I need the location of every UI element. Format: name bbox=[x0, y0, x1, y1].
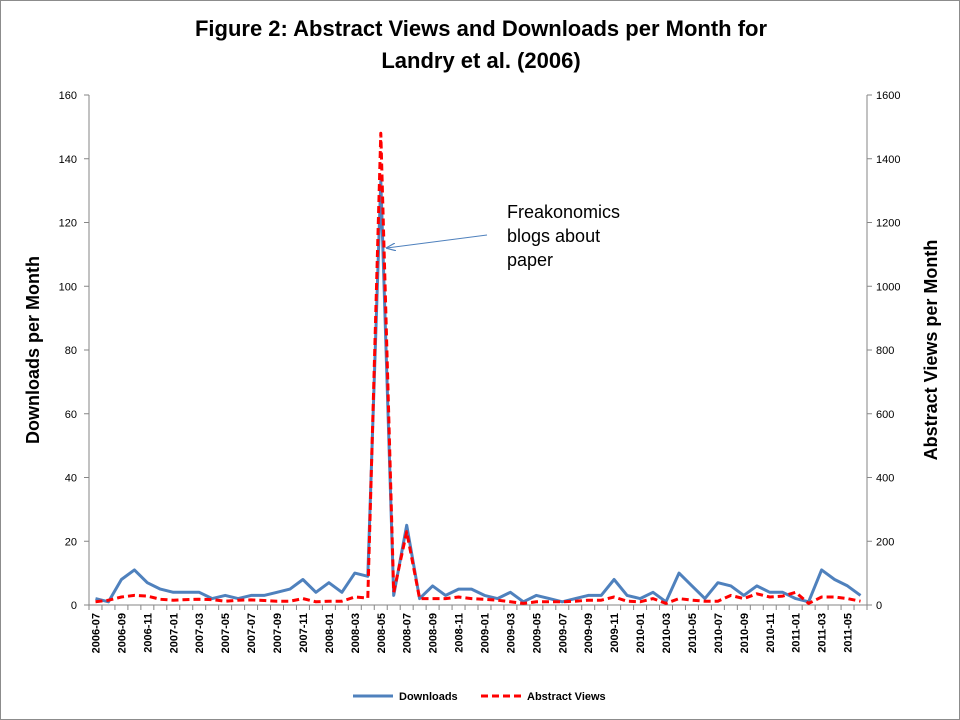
y-tick-label-right: 1400 bbox=[876, 154, 900, 166]
chart-title-line-1: Figure 2: Abstract Views and Downloads p… bbox=[194, 16, 768, 41]
y-tick-label-right: 0 bbox=[876, 600, 882, 612]
x-tick-label: 2010-05 bbox=[687, 613, 699, 653]
x-tick-label: 2010-11 bbox=[765, 613, 777, 653]
x-tick-label: 2011-05 bbox=[843, 613, 855, 653]
x-tick-label: 2009-11 bbox=[609, 613, 621, 653]
y-tick-label-right: 1200 bbox=[876, 218, 900, 230]
chart-title: Figure 2: Abstract Views and Downloads p… bbox=[81, 13, 881, 77]
y-axis-title-left: Downloads per Month bbox=[23, 256, 43, 444]
y-tick-label-left: 0 bbox=[71, 600, 77, 612]
y-tick-label-right: 1600 bbox=[876, 90, 900, 102]
y-tick-label-left: 120 bbox=[59, 218, 77, 230]
x-tick-label: 2006-09 bbox=[116, 613, 128, 653]
x-tick-label: 2010-07 bbox=[713, 613, 725, 653]
y-tick-label-right: 600 bbox=[876, 409, 894, 421]
x-tick-label: 2007-07 bbox=[246, 613, 258, 653]
x-tick-label: 2009-07 bbox=[557, 613, 569, 653]
x-tick-label: 2006-07 bbox=[90, 613, 102, 653]
x-tick-label: 2008-07 bbox=[402, 613, 414, 653]
y-tick-label-right: 400 bbox=[876, 473, 894, 485]
x-tick-label: 2010-03 bbox=[661, 613, 673, 653]
y-tick-label-left: 20 bbox=[65, 536, 77, 548]
annotation-text-line: paper bbox=[507, 250, 553, 270]
x-tick-label: 2006-11 bbox=[142, 613, 154, 653]
x-tick-label: 2007-01 bbox=[168, 613, 180, 653]
series-line-abstract-views bbox=[95, 131, 861, 605]
y-tick-label-left: 140 bbox=[59, 154, 77, 166]
x-tick-label: 2008-09 bbox=[428, 613, 440, 653]
annotation-text: Freakonomics blogs about paper bbox=[507, 202, 620, 270]
y-axis-title-right: Abstract Views per Month bbox=[921, 240, 941, 461]
legend-label-downloads: Downloads bbox=[399, 691, 458, 703]
x-tick-label: 2008-01 bbox=[324, 613, 336, 653]
x-tick-label: 2009-09 bbox=[583, 613, 595, 653]
y-tick-label-left: 160 bbox=[59, 90, 77, 102]
y-tick-label-right: 800 bbox=[876, 345, 894, 357]
y-tick-label-left: 40 bbox=[65, 473, 77, 485]
x-tick-label: 2008-05 bbox=[376, 613, 388, 653]
x-tick-label: 2009-03 bbox=[505, 613, 517, 653]
x-tick-label: 2011-03 bbox=[817, 613, 829, 653]
annotation-text-line: Freakonomics bbox=[507, 202, 620, 222]
chart-title-line-2: Landry et al. (2006) bbox=[381, 48, 581, 73]
x-tick-label: 2007-09 bbox=[272, 613, 284, 653]
annotation-text-line: blogs about bbox=[507, 226, 600, 246]
x-tick-label: 2009-05 bbox=[531, 613, 543, 653]
y-tick-label-left: 80 bbox=[65, 345, 77, 357]
x-tick-label: 2008-03 bbox=[350, 613, 362, 653]
x-tick-label: 2011-01 bbox=[791, 613, 803, 653]
x-tick-label: 2009-01 bbox=[479, 613, 491, 653]
legend-label-abstract-views: Abstract Views bbox=[527, 691, 606, 703]
y-tick-label-left: 100 bbox=[59, 281, 77, 293]
x-tick-label: 2007-11 bbox=[298, 613, 310, 653]
y-tick-label-right: 1000 bbox=[876, 281, 900, 293]
x-tick-label: 2008-11 bbox=[454, 613, 466, 653]
x-tick-label: 2007-05 bbox=[220, 613, 232, 653]
y-tick-label-left: 60 bbox=[65, 409, 77, 421]
y-tick-label-right: 200 bbox=[876, 536, 894, 548]
x-tick-label: 2007-03 bbox=[194, 613, 206, 653]
x-tick-label: 2010-09 bbox=[739, 613, 751, 653]
x-tick-label: 2010-01 bbox=[635, 613, 647, 653]
series-line-downloads bbox=[95, 179, 862, 604]
annotation-arrow bbox=[387, 234, 488, 248]
